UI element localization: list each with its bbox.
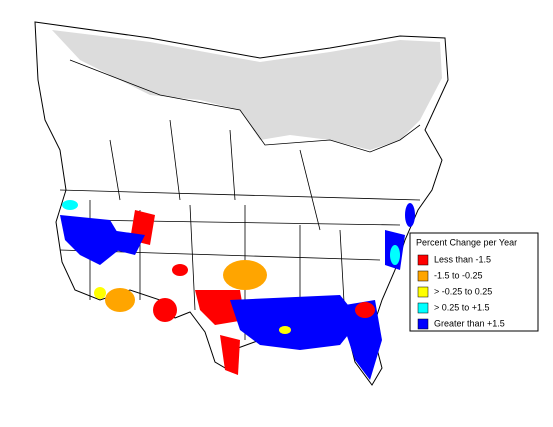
legend-title: Percent Change per Year [416,237,517,247]
legend-label: Less than -1.5 [434,254,491,264]
legend-label: -1.5 to -0.25 [434,270,483,280]
legend: Percent Change per Year Less than -1.5 -1… [409,232,539,332]
legend-label: Greater than +1.5 [434,318,505,328]
legend-swatch [417,302,429,314]
legend-swatch [417,286,429,298]
land [34,21,449,386]
legend-label: > 0.25 to +1.5 [434,302,490,312]
legend-swatch [417,254,429,266]
legend-swatch [417,318,429,330]
legend-label: > -0.25 to 0.25 [434,286,492,296]
trend-patches [60,200,415,380]
legend-box [409,232,539,332]
legend-swatch [417,270,429,282]
